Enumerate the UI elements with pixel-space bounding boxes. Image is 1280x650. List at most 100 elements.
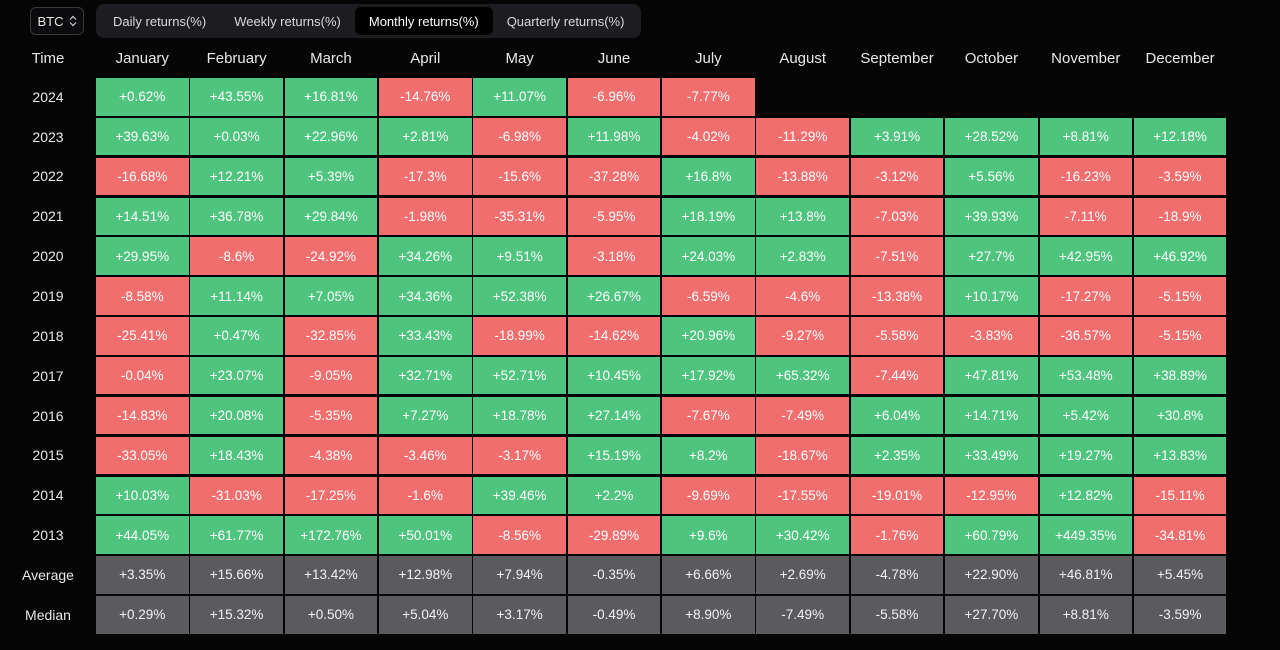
row-label-2014: 2014 [32,487,64,504]
return-cell: +2.81% [379,117,472,156]
return-cell: +33.43% [379,317,472,355]
return-cell: -7.49% [756,396,849,435]
return-cell: +32.71% [379,356,472,395]
return-cell: +12.98% [379,556,472,594]
return-cell: -5.15% [1133,317,1227,355]
return-cell: -16.68% [96,157,189,196]
return-cell: +61.77% [190,516,283,554]
return-cell: -37.28% [567,157,661,196]
return-cell: +29.95% [96,237,189,275]
tab-daily-returns[interactable]: Daily returns(%) [113,13,207,29]
return-cell: +16.8% [662,157,755,196]
return-cell: +5.39% [284,157,378,196]
return-cell: -0.04% [96,356,189,395]
return-cell: -4.6% [756,277,849,315]
return-cell: +34.26% [379,237,472,275]
return-cell: +47.81% [945,356,1038,395]
returns-period-tabs: Daily returns(%) Weekly returns(%) Month… [96,4,642,38]
row-label-2023: 2023 [32,128,64,145]
row-label-2016: 2016 [32,407,64,424]
row-label-median: Median [25,606,71,623]
return-cell: +2.35% [850,436,944,475]
return-cell: +36.78% [190,197,283,236]
return-cell: -33.05% [96,436,189,475]
return-cell: +3.17% [473,596,566,634]
tab-quarterly-returns[interactable]: Quarterly returns(%) [506,13,625,29]
return-cell: +15.66% [190,556,283,594]
tab-weekly-returns[interactable]: Weekly returns(%) [234,13,341,29]
return-cell: +10.03% [96,476,189,514]
return-cell: -17.25% [284,476,378,514]
column-header-september: September [860,49,934,67]
asset-select[interactable]: BTC [30,7,84,35]
tab-monthly-returns[interactable]: Monthly returns(%) [354,7,493,35]
return-cell: -24.92% [284,237,378,275]
return-cell: +44.05% [96,516,189,554]
column-header-november: November [1051,49,1121,67]
return-cell: +15.32% [190,596,283,634]
return-cell: +30.42% [756,516,849,554]
return-cell: +0.47% [190,317,283,355]
return-cell: +43.55% [190,78,283,116]
return-cell: +13.83% [1133,436,1227,475]
return-cell: +39.46% [473,476,566,514]
return-cell: -4.78% [850,556,944,594]
return-cell: +0.50% [284,596,378,634]
return-cell: +5.56% [945,157,1038,196]
column-header-april: April [410,49,441,67]
return-cell: -29.89% [567,516,661,554]
column-header-june: June [597,49,631,67]
column-header-october: October [964,49,1019,67]
return-cell: +27.70% [945,596,1038,634]
return-cell: +9.6% [662,516,755,554]
return-cell: +12.18% [1133,117,1227,156]
return-cell: -5.95% [567,197,661,236]
return-cell: +3.91% [850,117,944,156]
return-cell: -6.98% [473,117,566,156]
return-cell: -5.58% [850,317,944,355]
return-cell: -9.27% [756,317,849,355]
row-label-2015: 2015 [32,447,64,464]
return-cell: +65.32% [756,356,849,395]
return-cell: +39.63% [96,117,189,156]
return-cell: -17.55% [756,476,849,514]
return-cell: -14.76% [379,78,472,116]
return-cell: +29.84% [284,197,378,236]
return-cell: -36.57% [1039,317,1132,355]
return-cell: +15.19% [567,436,661,475]
column-header-august: August [779,49,827,67]
return-cell: +53.48% [1039,356,1132,395]
return-cell: -7.51% [850,237,944,275]
return-cell: +6.66% [662,556,755,594]
return-cell: +60.79% [945,516,1038,554]
return-cell: -4.38% [284,436,378,475]
return-cell: +10.45% [567,356,661,395]
return-cell: -18.99% [473,317,566,355]
return-cell: +13.42% [284,556,378,594]
return-cell: +8.2% [662,436,755,475]
return-cell: +172.76% [284,516,378,554]
return-cell: -9.05% [284,356,378,395]
column-header-february: February [206,49,267,67]
return-cell: +28.52% [945,117,1038,156]
row-label-2017: 2017 [32,367,64,384]
return-cell: +24.03% [662,237,755,275]
return-cell: -35.31% [473,197,566,236]
return-cell: +46.81% [1039,556,1132,594]
chevron-up-down-icon [69,15,77,27]
return-cell: +7.27% [379,396,472,435]
return-cell: +10.17% [945,277,1038,315]
asset-select-value: BTC [37,13,64,29]
return-cell: +20.96% [662,317,755,355]
return-cell: +42.95% [1039,237,1132,275]
return-cell: -14.62% [567,317,661,355]
row-label-2019: 2019 [32,288,64,304]
return-cell: +18.78% [473,396,566,435]
return-cell: +33.49% [945,436,1038,475]
return-cell: -31.03% [190,476,283,514]
return-cell: +7.05% [284,277,378,315]
return-cell: -11.29% [756,117,849,156]
return-cell: +11.14% [190,277,283,315]
column-header-march: March [310,49,352,67]
